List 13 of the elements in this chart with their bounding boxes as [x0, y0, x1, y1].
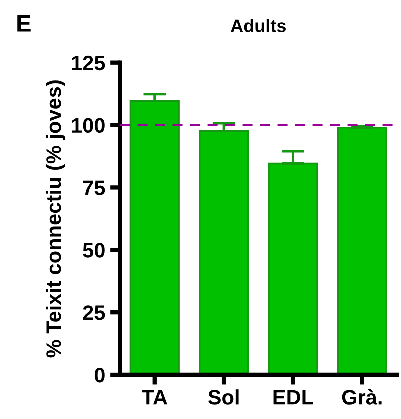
y-tick-label: 75 — [83, 180, 106, 196]
y-tick-label: 125 — [72, 56, 106, 71]
chart-title: Adults — [231, 19, 286, 32]
y-tick-label: 0 — [94, 368, 105, 383]
y-tick-label: 50 — [83, 243, 105, 258]
x-tick-label: Grà. — [342, 389, 382, 405]
y-tick-label: 100 — [72, 118, 105, 134]
x-tick-label: TA — [142, 390, 168, 405]
y-axis-title: % Teixit connectiu (% joves) — [46, 80, 66, 358]
x-tick-label: Sol — [208, 390, 239, 405]
y-tick-label: 25 — [83, 306, 106, 320]
x-tick-label: EDL — [274, 390, 314, 405]
text: E — [18, 16, 31, 32]
